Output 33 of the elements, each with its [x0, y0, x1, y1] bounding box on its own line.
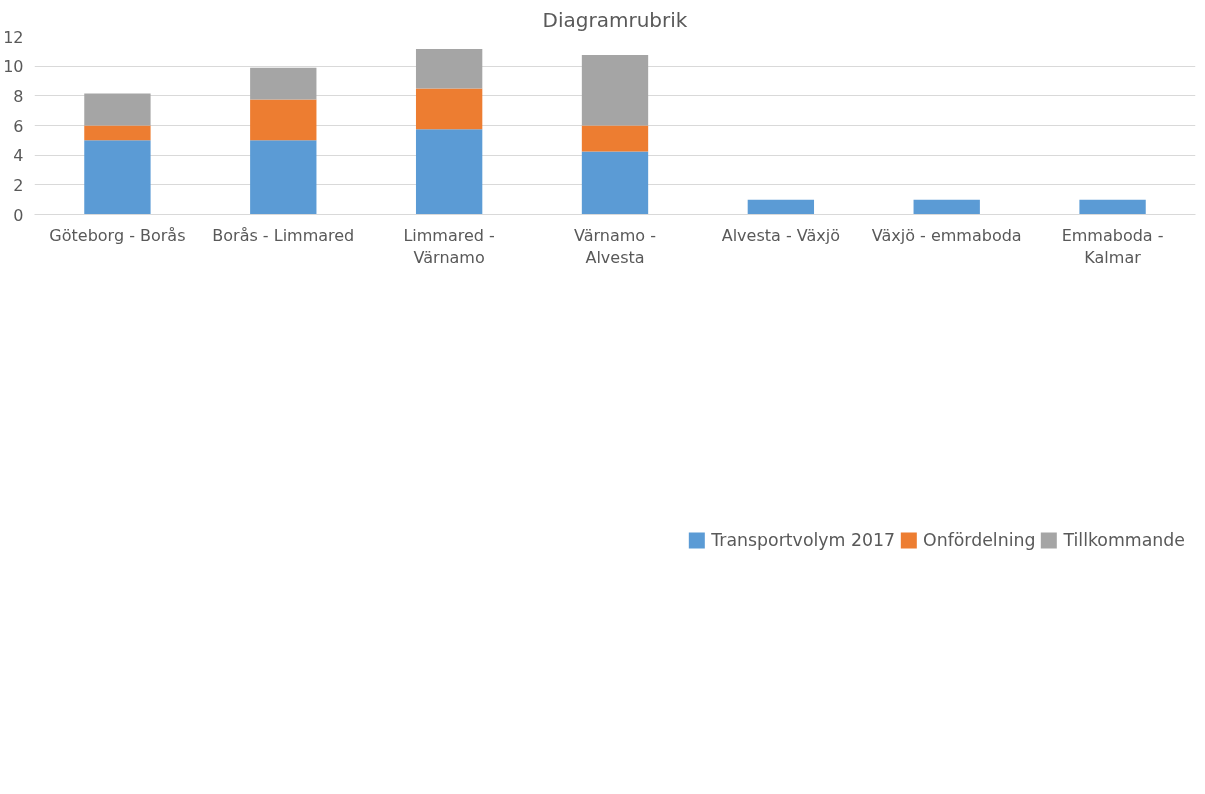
x-tick-label: Borås - Limmared	[212, 225, 355, 245]
y-tick-label: 4	[13, 146, 24, 166]
bar	[84, 125, 151, 141]
bar	[913, 199, 980, 215]
bar	[250, 99, 317, 141]
y-tick-label: 2	[13, 175, 24, 195]
bar	[250, 140, 317, 215]
x-tick-label: Emmaboda - Kalmar	[1061, 225, 1164, 268]
bar	[415, 49, 483, 89]
legend-label: Transportvolym 2017	[711, 530, 896, 550]
x-tick-label: Växjö - emmaboda	[871, 225, 1022, 245]
y-tick-label: 12	[3, 27, 24, 47]
bar	[250, 67, 317, 100]
y-tick-label: 8	[13, 86, 24, 106]
bar	[581, 55, 649, 126]
bar	[415, 129, 483, 215]
x-tick-label: Värnamo - Alvesta	[574, 225, 656, 268]
bar	[581, 151, 649, 215]
x-tick-label: Alvesta - Växjö	[721, 225, 840, 245]
legend-label: Onfördelning	[923, 530, 1036, 550]
y-tick-label: 10	[3, 57, 24, 77]
bar	[581, 125, 649, 152]
x-tick-label: Limmared - Värnamo	[403, 225, 495, 268]
y-tick-label: 0	[13, 205, 24, 225]
x-tick-label: Göteborg - Borås	[49, 225, 186, 245]
y-tick-label: 6	[13, 116, 24, 136]
bar	[747, 199, 815, 215]
bar	[1079, 199, 1146, 215]
bar	[84, 93, 151, 126]
bar	[84, 140, 151, 215]
legend-label: Tillkommande	[1063, 530, 1185, 550]
chart-title: Diagramrubrik	[542, 7, 688, 32]
bar	[415, 88, 483, 130]
